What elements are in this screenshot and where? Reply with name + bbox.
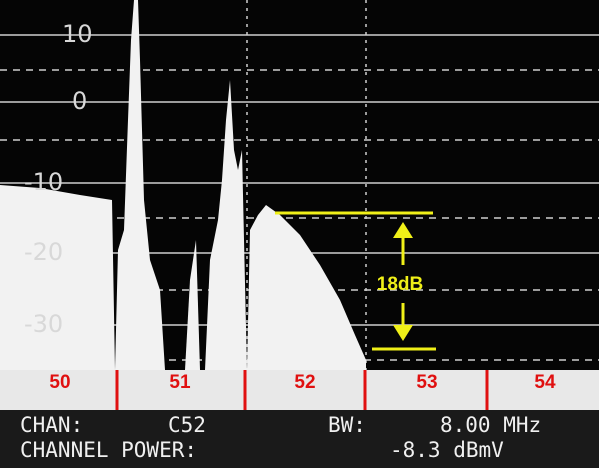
status-value: 8.00 MHz	[440, 413, 541, 437]
level-label: 10	[62, 20, 93, 48]
channel-label: 53	[416, 372, 437, 393]
status-value: -8.3 dBmV	[390, 438, 504, 462]
annotation: 18dB	[377, 274, 423, 295]
level-label: -30	[24, 310, 63, 338]
channel-label: 51	[169, 372, 191, 393]
channel-label: 50	[49, 372, 70, 393]
level-label: 0	[72, 87, 87, 115]
status-label: CHANNEL POWER:	[20, 438, 197, 462]
channel-label: 54	[534, 372, 556, 393]
status-value: C52	[168, 413, 206, 437]
status-label: CHAN:	[20, 413, 83, 437]
analyzer-screen: 10 0 -10 -20 -30 50 51 52 53 54 18dB CHA…	[0, 0, 599, 468]
status-label: BW:	[328, 413, 366, 437]
level-label: -10	[24, 168, 63, 196]
level-label: -20	[24, 238, 63, 266]
channel-label: 52	[294, 372, 315, 393]
